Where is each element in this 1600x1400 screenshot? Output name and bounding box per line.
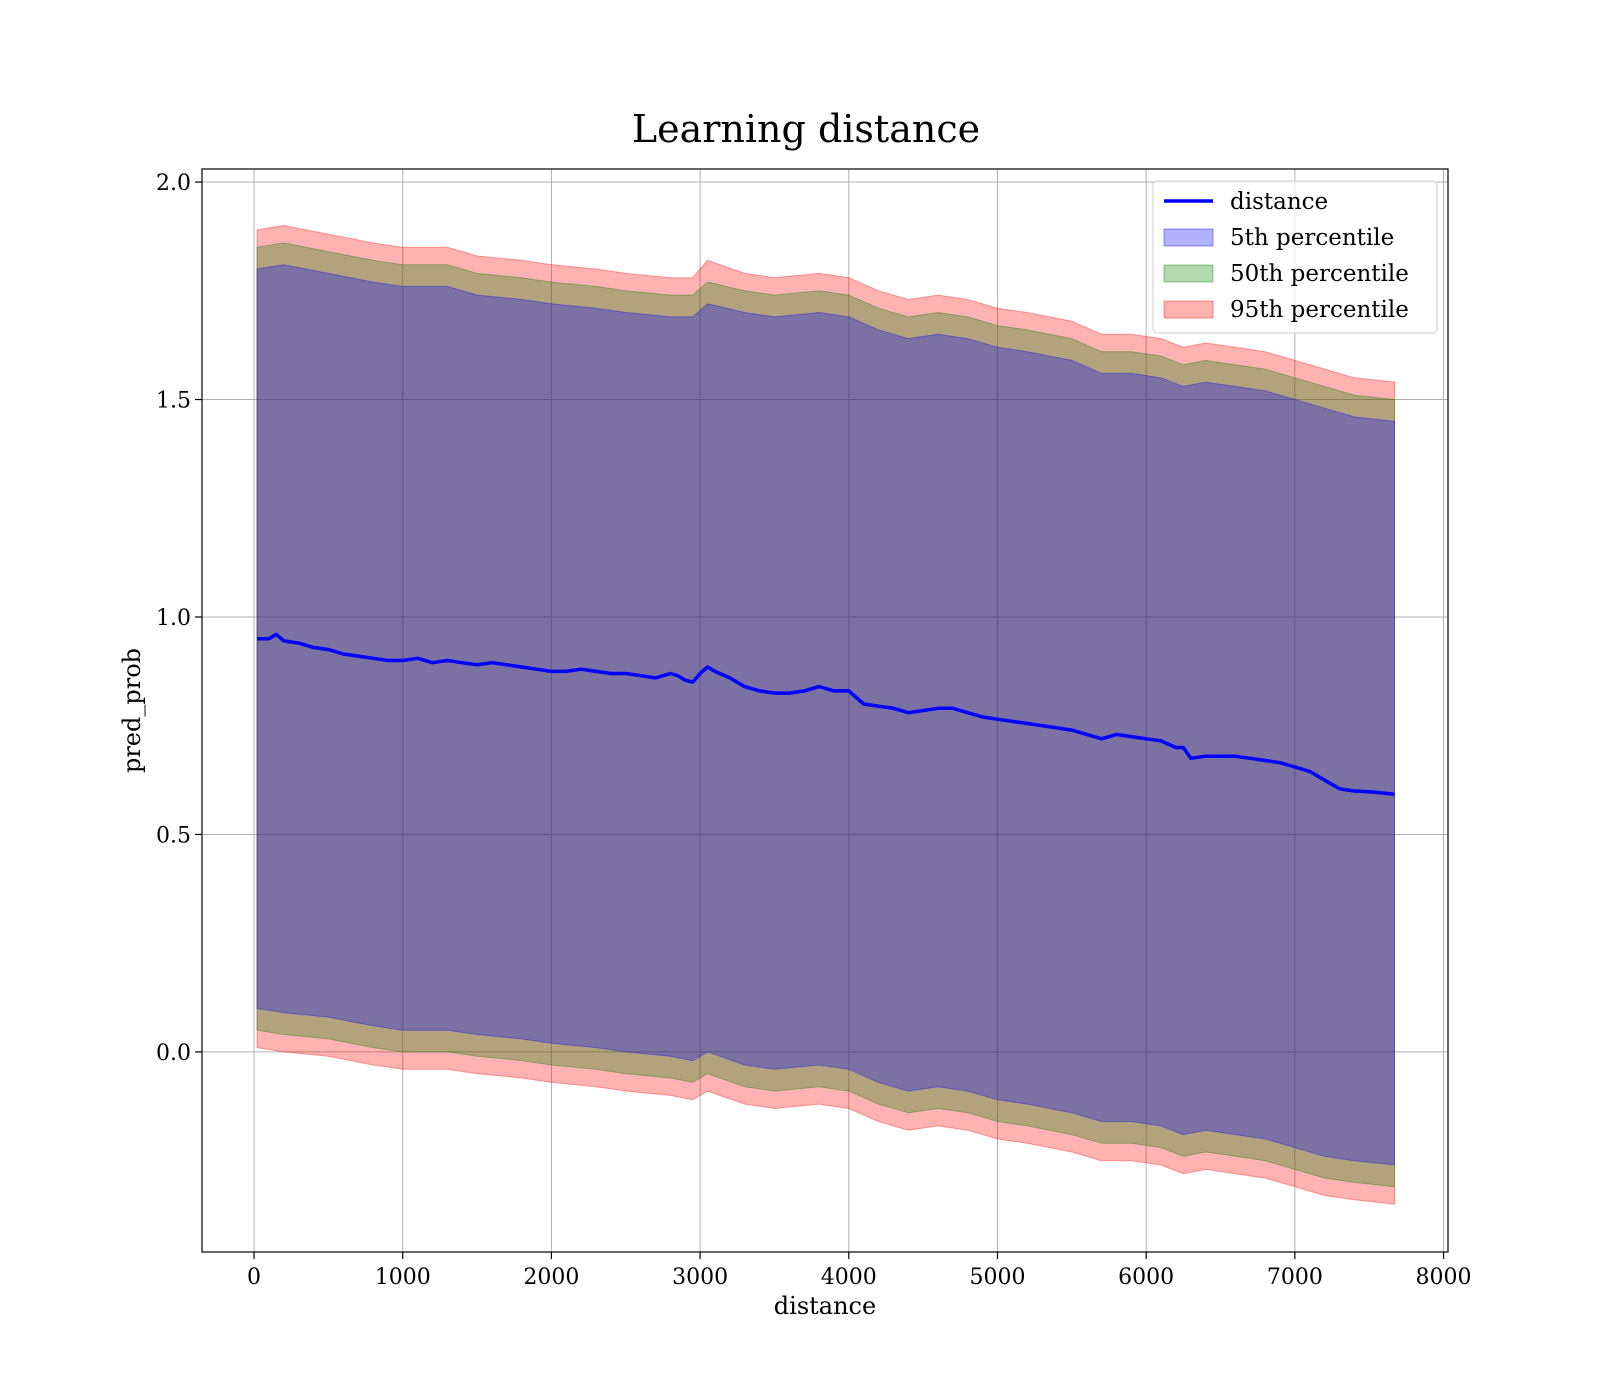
x-tick-label: 5000: [969, 1265, 1025, 1290]
series-line-distance: [257, 632, 1395, 797]
x-tick-label: 2000: [523, 1265, 579, 1290]
band-50th-percentile: [256, 242, 1395, 1188]
legend-label: 95th percentile: [1230, 297, 1409, 323]
chart-title: Learning distance: [632, 107, 980, 151]
legend-box: [1152, 180, 1438, 334]
x-tick-label: 8000: [1416, 1265, 1472, 1290]
legend-swatch-5th-percentile: [1163, 228, 1214, 247]
x-axis-label: distance: [774, 1292, 876, 1320]
legend-swatch-50th-percentile: [1163, 264, 1214, 283]
x-tick-label: 1000: [375, 1265, 431, 1290]
y-tick-label: 0.5: [156, 823, 191, 848]
x-tick-label: 6000: [1118, 1265, 1174, 1290]
x-axis-ticks: 0 1000 2000 3000 4000 5000 6000 7000 8000: [247, 1252, 1472, 1290]
y-tick-label: 1.5: [156, 389, 191, 414]
percentile-bands: [256, 224, 1395, 1205]
x-tick-label: 7000: [1267, 1265, 1323, 1290]
plot-frame: [201, 168, 1449, 1253]
y-tick-label: 2.0: [156, 171, 191, 196]
band-95th-percentile: [256, 224, 1395, 1205]
legend-label: distance: [1230, 189, 1328, 215]
y-axis-ticks: 0.0 0.5 1.0 1.5 2.0: [156, 171, 202, 1066]
legend-label: 5th percentile: [1230, 225, 1394, 251]
legend-swatch-95th-percentile: [1163, 300, 1214, 319]
y-axis-label: pred_prob: [118, 648, 146, 773]
x-tick-label: 0: [247, 1265, 261, 1290]
x-tick-label: 3000: [672, 1265, 728, 1290]
grid: [202, 169, 1448, 1252]
legend: distance 5th percentile 50th percentile 95t…: [1152, 180, 1438, 334]
band-5th-percentile: [256, 264, 1395, 1166]
legend-label: 50th percentile: [1230, 261, 1409, 287]
y-tick-label: 0.0: [156, 1041, 191, 1066]
y-tick-label: 1.0: [156, 606, 191, 631]
x-tick-label: 4000: [821, 1265, 877, 1290]
